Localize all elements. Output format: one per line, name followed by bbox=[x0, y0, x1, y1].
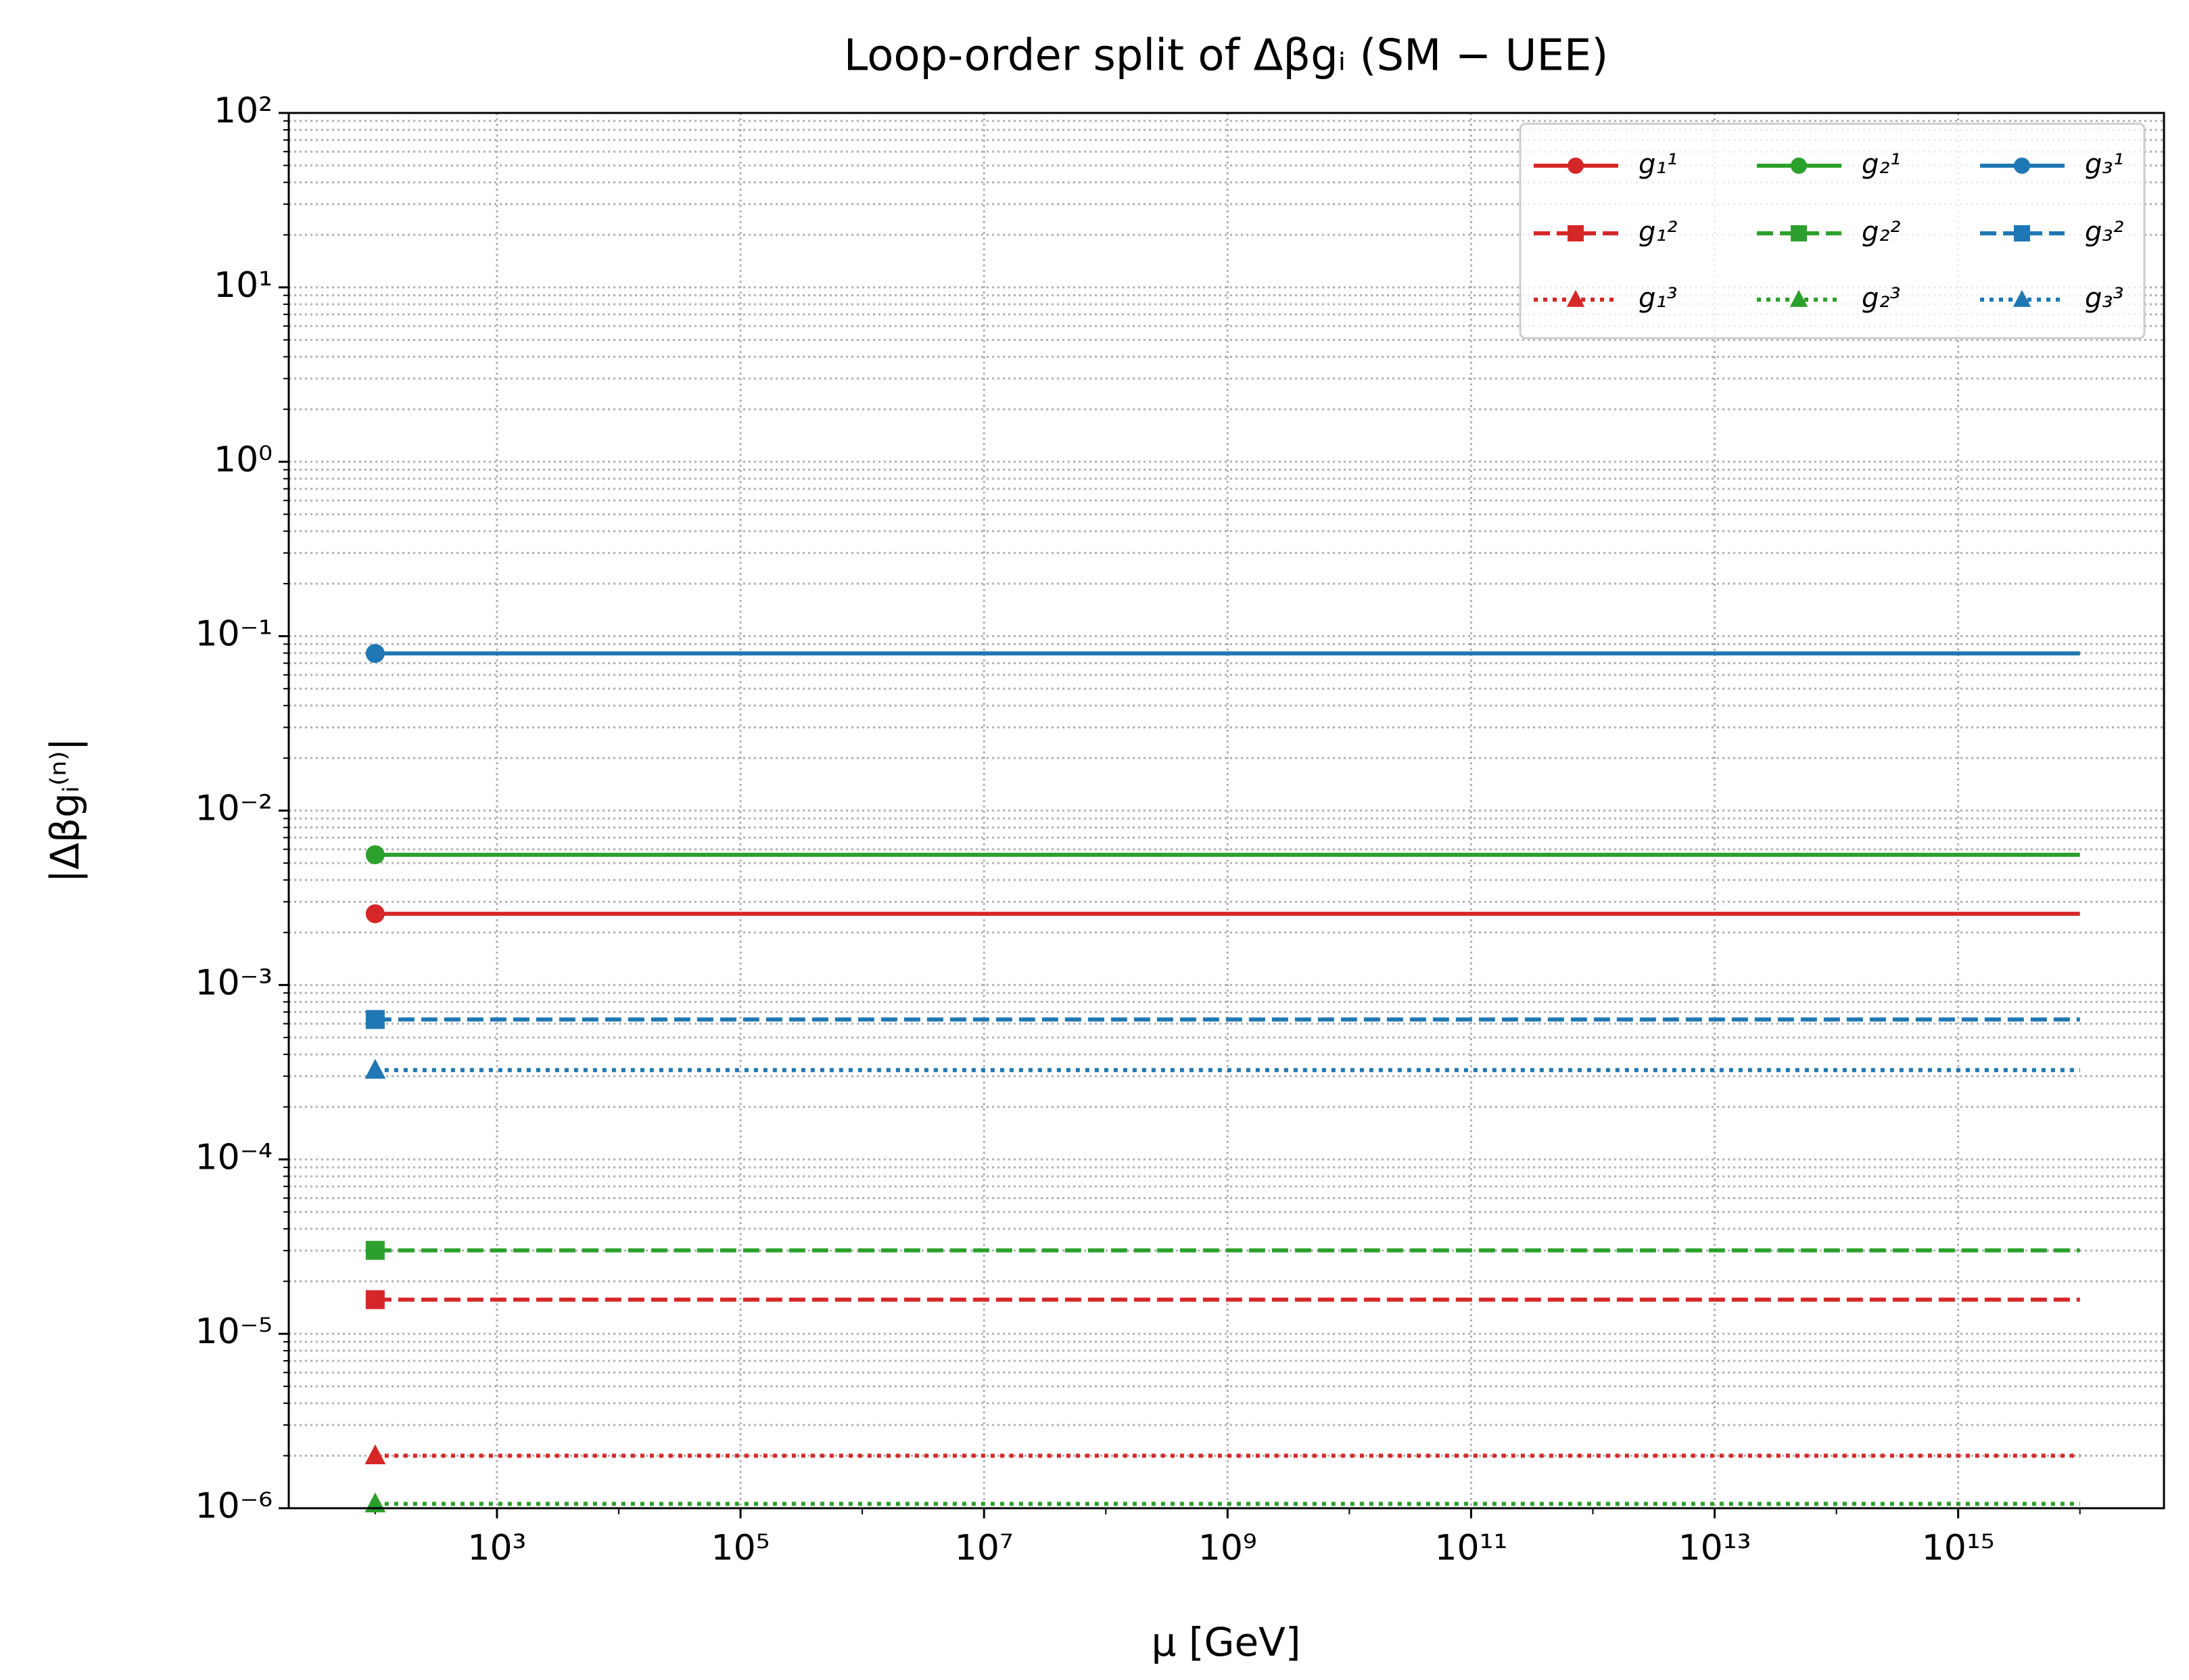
legend-label: g₃³ bbox=[2085, 283, 2123, 314]
y-tick-label: 10⁻³ bbox=[195, 962, 273, 1003]
marker bbox=[365, 644, 385, 663]
y-tick-label: 10⁻¹ bbox=[195, 614, 273, 655]
legend-label: g₂² bbox=[1862, 216, 1900, 248]
legend-label: g₁² bbox=[1639, 216, 1677, 248]
y-tick-label: 10⁰ bbox=[214, 440, 273, 480]
x-axis-label: μ [GeV] bbox=[1152, 1619, 1301, 1665]
legend-label: g₃¹ bbox=[2085, 149, 2123, 180]
x-tick-label: 10³ bbox=[467, 1528, 526, 1568]
x-tick-label: 10¹³ bbox=[1678, 1528, 1751, 1568]
legend: g₁¹ g₁² g₁³ g₂¹ g₂² g₂³ g₃¹ g₃² g₃³ bbox=[1519, 122, 2146, 340]
marker bbox=[365, 1240, 385, 1260]
marker bbox=[365, 845, 385, 864]
legend-label: g₁³ bbox=[1639, 283, 1677, 314]
marker bbox=[365, 904, 385, 924]
y-tick-label: 10² bbox=[214, 91, 273, 131]
marker bbox=[2014, 225, 2030, 241]
x-tick-label: 10⁵ bbox=[711, 1528, 770, 1568]
marker bbox=[2014, 158, 2030, 174]
marker bbox=[1568, 158, 1584, 174]
x-tick-label: 10¹⁵ bbox=[1922, 1528, 1995, 1568]
legend-label: g₂³ bbox=[1862, 283, 1900, 314]
legend-box bbox=[1519, 122, 2146, 340]
y-tick-label: 10¹ bbox=[214, 265, 273, 306]
marker bbox=[1791, 225, 1807, 241]
marker bbox=[1789, 289, 1808, 307]
chart-title: Loop-order split of Δβgᵢ (SM − UEE) bbox=[844, 31, 1609, 81]
marker bbox=[365, 1290, 385, 1309]
x-tick-label: 10⁷ bbox=[955, 1528, 1014, 1568]
legend-label: g₃² bbox=[2085, 216, 2123, 248]
marker bbox=[1566, 289, 1585, 307]
x-tick-label: 10¹¹ bbox=[1434, 1528, 1507, 1568]
legend-label: g₂¹ bbox=[1862, 149, 1900, 180]
y-tick-label: 10⁻⁵ bbox=[195, 1311, 273, 1352]
marker bbox=[2013, 289, 2031, 307]
y-tick-label: 10⁻⁶ bbox=[195, 1486, 273, 1526]
marker bbox=[1568, 225, 1584, 241]
y-tick-label: 10⁻⁴ bbox=[195, 1137, 273, 1177]
marker bbox=[1791, 158, 1807, 174]
y-tick-label: 10⁻² bbox=[195, 789, 273, 829]
marker bbox=[365, 1010, 385, 1029]
x-tick-label: 10⁹ bbox=[1198, 1528, 1257, 1568]
y-axis-label: |Δβgᵢ⁽ⁿ⁾| bbox=[42, 738, 88, 883]
marker bbox=[364, 1444, 386, 1464]
plot-frame bbox=[287, 112, 2165, 1510]
legend-label: g₁¹ bbox=[1639, 149, 1677, 180]
marker bbox=[364, 1058, 386, 1079]
